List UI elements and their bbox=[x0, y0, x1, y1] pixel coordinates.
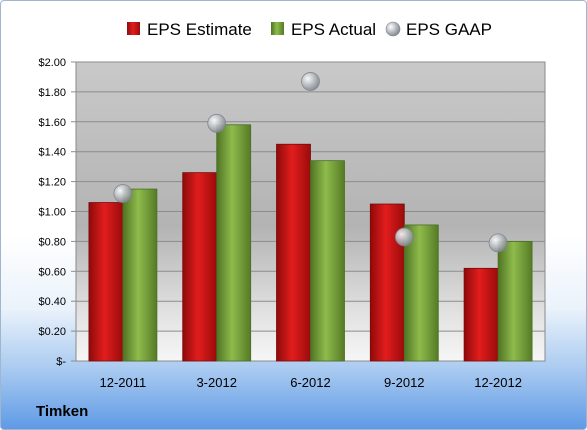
bar-eps-actual bbox=[497, 240, 533, 362]
x-tick-label: 12-2011 bbox=[100, 375, 147, 390]
y-tick-label: $1.40 bbox=[38, 147, 66, 159]
y-tick-label: $1.60 bbox=[38, 117, 66, 129]
marker-eps-gaap bbox=[394, 227, 414, 247]
bar-eps-estimate bbox=[182, 172, 218, 362]
bar-eps-actual bbox=[216, 124, 252, 362]
y-tick-label: $0.60 bbox=[38, 266, 66, 278]
y-axis: $2.00 $1.80 $1.60 $1.40 $1.20 $1.00 $0.80 $0.60… bbox=[38, 57, 76, 368]
y-tick-label: $0.80 bbox=[38, 236, 66, 248]
y-tick-label: $- bbox=[56, 356, 66, 368]
legend: EPS Estimate EPS Actual EPS GAAP bbox=[127, 20, 492, 39]
bar-eps-actual bbox=[310, 160, 345, 362]
bar-eps-estimate bbox=[276, 143, 311, 362]
bar-eps-estimate bbox=[369, 203, 405, 362]
bar-eps-actual bbox=[122, 188, 158, 362]
legend-swatch bbox=[127, 22, 140, 35]
legend-swatch bbox=[385, 21, 401, 37]
y-tick-label: $1.20 bbox=[38, 177, 66, 189]
bar-eps-actual bbox=[403, 224, 439, 362]
legend-label: EPS Actual bbox=[291, 20, 376, 39]
y-tick-label: $2.00 bbox=[38, 57, 66, 69]
marker-eps-gaap bbox=[113, 184, 133, 203]
x-tick-label: 3-2012 bbox=[196, 375, 236, 390]
bar-eps-estimate bbox=[88, 202, 124, 362]
bar-eps-estimate bbox=[463, 267, 499, 362]
company-label: Timken bbox=[36, 403, 89, 420]
y-tick-label: $1.00 bbox=[38, 207, 66, 219]
x-tick-label: 9-2012 bbox=[384, 375, 424, 390]
x-axis: 12-2011 3-2012 6-2012 9-2012 12-2012 bbox=[100, 375, 522, 390]
x-tick-label: 6-2012 bbox=[290, 375, 330, 390]
legend-label: EPS GAAP bbox=[406, 20, 492, 39]
bars bbox=[88, 124, 533, 362]
y-tick-label: $0.40 bbox=[38, 296, 66, 308]
marker-eps-gaap bbox=[488, 233, 508, 253]
gaap-markers bbox=[113, 72, 508, 253]
marker-eps-gaap bbox=[301, 72, 320, 91]
x-tick-label: 12-2012 bbox=[474, 375, 522, 390]
legend-swatch bbox=[271, 22, 284, 35]
legend-label: EPS Estimate bbox=[147, 20, 252, 39]
y-tick-label: $0.20 bbox=[38, 326, 66, 338]
marker-eps-gaap bbox=[207, 113, 227, 133]
y-tick-label: $1.80 bbox=[38, 87, 66, 99]
